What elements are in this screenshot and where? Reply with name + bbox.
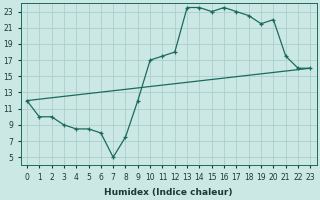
X-axis label: Humidex (Indice chaleur): Humidex (Indice chaleur) [104, 188, 233, 197]
